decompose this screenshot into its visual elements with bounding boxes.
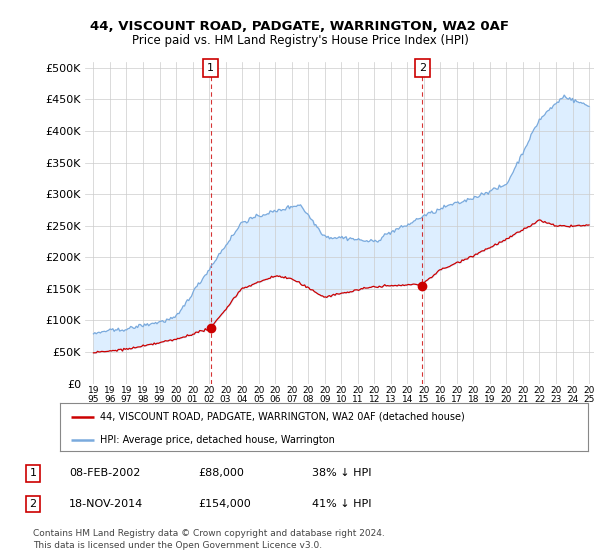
Text: This data is licensed under the Open Government Licence v3.0.: This data is licensed under the Open Gov…: [33, 542, 322, 550]
Text: 44, VISCOUNT ROAD, PADGATE, WARRINGTON, WA2 0AF (detached house): 44, VISCOUNT ROAD, PADGATE, WARRINGTON, …: [100, 412, 464, 422]
Text: 44, VISCOUNT ROAD, PADGATE, WARRINGTON, WA2 0AF: 44, VISCOUNT ROAD, PADGATE, WARRINGTON, …: [91, 20, 509, 32]
Text: £154,000: £154,000: [198, 499, 251, 509]
Text: 08-FEB-2002: 08-FEB-2002: [69, 468, 140, 478]
Text: 2: 2: [29, 499, 37, 509]
Text: HPI: Average price, detached house, Warrington: HPI: Average price, detached house, Warr…: [100, 435, 334, 445]
Text: 38% ↓ HPI: 38% ↓ HPI: [312, 468, 371, 478]
Text: 18-NOV-2014: 18-NOV-2014: [69, 499, 143, 509]
Text: £88,000: £88,000: [198, 468, 244, 478]
Text: 1: 1: [207, 63, 214, 73]
Text: 2: 2: [419, 63, 426, 73]
Text: Contains HM Land Registry data © Crown copyright and database right 2024.: Contains HM Land Registry data © Crown c…: [33, 529, 385, 538]
Text: 41% ↓ HPI: 41% ↓ HPI: [312, 499, 371, 509]
Text: 1: 1: [29, 468, 37, 478]
Text: Price paid vs. HM Land Registry's House Price Index (HPI): Price paid vs. HM Land Registry's House …: [131, 34, 469, 46]
